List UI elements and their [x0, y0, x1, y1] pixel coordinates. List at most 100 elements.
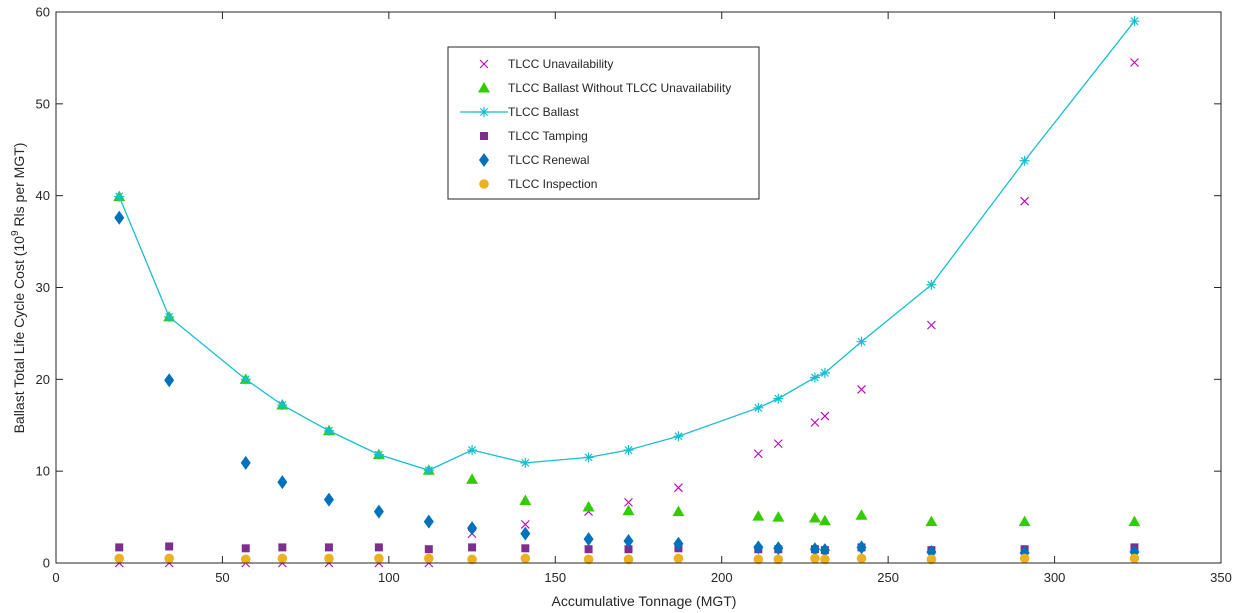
data-point — [773, 393, 784, 404]
x-axis-label: Accumulative Tonnage (MGT) — [552, 593, 737, 609]
legend-label: TLCC Inspection — [508, 177, 597, 191]
x-tick-label: 250 — [877, 570, 899, 585]
data-point — [1130, 58, 1139, 67]
data-point — [810, 418, 820, 427]
y-axis-label-part-2: Rls per MGT) — [11, 143, 27, 231]
data-point — [423, 514, 434, 529]
data-point — [1129, 553, 1140, 564]
data-point — [818, 514, 831, 526]
data-point — [164, 311, 175, 322]
data-point — [673, 536, 684, 551]
data-point — [240, 554, 251, 565]
data-point — [1019, 155, 1030, 166]
legend-item: TLCC Tamping — [480, 129, 588, 143]
data-point — [753, 540, 764, 555]
data-point — [467, 445, 478, 456]
data-point — [240, 374, 251, 385]
legend-label: TLCC Unavailability — [508, 57, 613, 71]
legend-marker — [478, 82, 490, 93]
data-point — [519, 494, 532, 506]
data-point — [856, 336, 867, 347]
data-point — [241, 544, 250, 553]
data-point — [423, 465, 434, 476]
data-point — [520, 526, 531, 541]
data-point — [1129, 16, 1140, 27]
data-point — [373, 449, 384, 460]
data-point — [521, 544, 530, 553]
legend-label: TLCC Renewal — [508, 153, 589, 167]
data-point — [673, 431, 684, 442]
data-point — [820, 554, 830, 565]
data-point — [467, 521, 478, 536]
series-tlcc-ballast — [114, 16, 1140, 476]
y-tick-label: 30 — [36, 280, 50, 295]
data-point — [240, 455, 251, 470]
data-point — [672, 505, 685, 517]
legend-item: TLCC Renewal — [479, 153, 589, 167]
legend-label: TLCC Ballast — [508, 105, 579, 119]
data-point — [809, 542, 820, 557]
data-point — [277, 553, 288, 564]
y-tick-label: 60 — [36, 5, 50, 20]
legend: TLCC Unavailability TLCC Ballast Without … — [447, 46, 760, 200]
data-point — [926, 554, 937, 565]
data-point — [520, 553, 531, 564]
data-point — [925, 515, 938, 527]
legend-item: TLCC Ballast Without TLCC Unavailability — [478, 81, 731, 95]
legend-marker — [479, 59, 489, 69]
data-point — [1018, 515, 1031, 527]
legend-marker — [480, 132, 488, 140]
data-point — [1019, 553, 1030, 564]
data-point — [752, 510, 765, 521]
data-point — [164, 373, 175, 388]
y-tick-label: 50 — [36, 96, 50, 111]
data-point — [374, 543, 383, 552]
data-point — [855, 509, 868, 520]
data-point — [810, 553, 820, 564]
y-axis-label-part-1: Ballast Total Life Cycle Cost (10 — [11, 236, 27, 434]
legend-label: TLCC Tamping — [508, 129, 588, 143]
data-point — [277, 400, 288, 411]
data-point — [820, 411, 830, 421]
data-point — [857, 385, 866, 394]
x-tick-label: 350 — [1210, 570, 1232, 585]
data-point — [624, 498, 633, 507]
data-point — [583, 554, 594, 565]
y-axis-label-exponent: 9 — [10, 230, 21, 236]
data-point — [583, 452, 594, 463]
data-point — [468, 543, 477, 552]
data-point — [753, 449, 763, 459]
data-point — [323, 492, 334, 507]
legend-item: TLCC Ballast — [460, 105, 579, 119]
data-point — [623, 445, 634, 456]
series-tlcc-renewal — [114, 210, 1140, 560]
legend-marker — [479, 153, 489, 167]
series-tlcc-ballast-without-tlcc-unavailability — [113, 190, 1141, 527]
y-tick-label: 40 — [36, 188, 50, 203]
data-point — [165, 542, 174, 551]
data-point — [819, 543, 830, 558]
data-point — [278, 543, 287, 552]
axes: 0 50 100 150 200 250 300 350 0 10 20 30 40 50 60 — [36, 5, 1232, 586]
y-tick-label: 10 — [36, 464, 50, 479]
data-point — [466, 473, 479, 484]
data-point — [623, 533, 634, 548]
data-point — [114, 191, 125, 202]
legend-box — [447, 46, 760, 200]
x-tick-label: 0 — [52, 570, 59, 585]
series-tlcc-inspection — [114, 553, 1140, 565]
data-point — [926, 279, 937, 290]
data-point — [583, 532, 594, 547]
data-point — [773, 541, 784, 556]
data-point — [856, 540, 867, 555]
data-point — [773, 439, 783, 449]
data-point — [856, 553, 867, 564]
x-tick-label: 300 — [1044, 570, 1066, 585]
data-point — [753, 554, 764, 565]
legend-label: TLCC Ballast Without TLCC Unavailability — [508, 81, 731, 95]
data-point — [1020, 196, 1029, 206]
y-tick-label: 20 — [36, 372, 50, 387]
data-point — [624, 545, 633, 554]
series-line — [118, 20, 1135, 471]
